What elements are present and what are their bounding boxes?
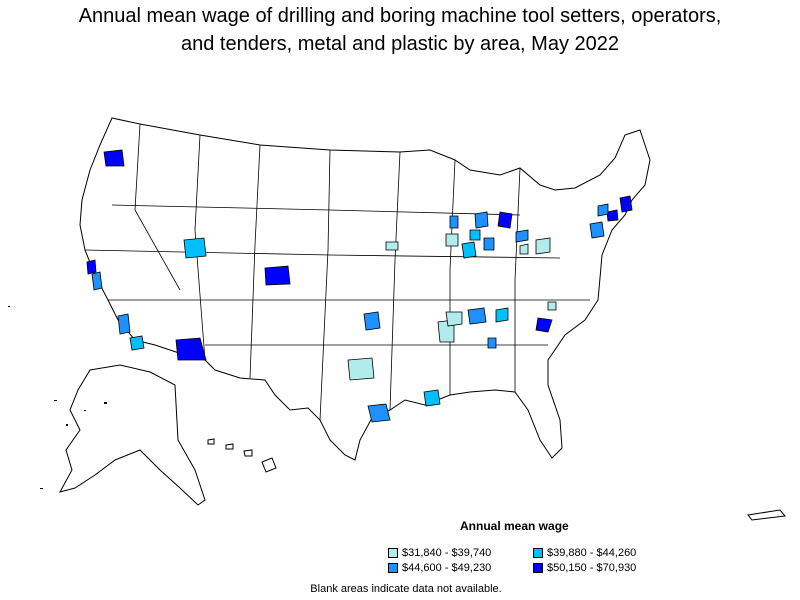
legend-item-band-3: $44,600 - $49,230: [388, 562, 491, 574]
legend-title: Annual mean wage: [460, 519, 569, 533]
legend-item-band-2: $39,880 - $44,260: [533, 547, 636, 559]
legend-label-band-1: $31,840 - $39,740: [402, 547, 492, 559]
area-new-york-nj: [589, 221, 605, 239]
area-san-diego-ca: [129, 335, 145, 351]
area-lincoln-ne: [385, 241, 399, 251]
hawaii-big-island: [261, 457, 277, 473]
area-chattanooga-tn: [487, 337, 497, 349]
area-denver-co: [264, 265, 291, 286]
area-sf-bay-ca: [91, 271, 103, 291]
hawaii-kauai: [207, 438, 215, 445]
area-milwaukee-wi: [497, 211, 513, 229]
area-indianapolis-in: [461, 241, 477, 259]
title-line-1: Annual mean wage of drilling and boring …: [78, 5, 722, 27]
legend-swatch-band-4: [533, 563, 543, 573]
legend-swatch-band-3: [388, 563, 398, 573]
area-salt-lake-ut: [183, 237, 207, 259]
area-erie-pa: [519, 243, 529, 255]
area-greensboro-nc: [535, 317, 553, 333]
area-rockford-il: [449, 215, 459, 229]
area-albany-ny: [597, 203, 609, 217]
area-grand-rapids-mi: [474, 211, 489, 229]
area-boston-ma: [619, 195, 633, 213]
area-houston-tx: [367, 403, 391, 423]
legend-item-band-4: $50,150 - $70,930: [533, 562, 636, 574]
area-new-orleans-la: [423, 389, 441, 407]
legend-swatch-band-2: [533, 548, 543, 558]
area-asheville-nc: [547, 301, 557, 311]
footnote: Blank areas indicate data not available.: [310, 583, 502, 595]
legend-label-band-4: $50,150 - $70,930: [547, 562, 637, 574]
area-nashville-tn: [467, 307, 487, 325]
area-portland-or: [103, 149, 125, 167]
area-tulsa-ok: [363, 311, 381, 331]
alaska-outline: [59, 364, 206, 506]
area-hartford-ct: [606, 209, 619, 222]
legend-label-band-3: $44,600 - $49,230: [402, 562, 492, 574]
map-title: Annual mean wage of drilling and boring …: [0, 2, 800, 58]
puerto-rico-outline: [747, 509, 786, 521]
area-paducah-ky: [445, 311, 463, 327]
area-pittsburgh-pa: [535, 237, 551, 255]
legend-label-band-2: $39,880 - $44,260: [547, 547, 637, 559]
area-fort-wayne-in: [483, 237, 495, 251]
area-south-bend-in: [469, 229, 481, 241]
area-san-jose-ca: [86, 259, 97, 275]
area-dallas-tx: [347, 357, 375, 381]
hawaii-maui: [243, 449, 253, 457]
area-los-angeles-ca: [117, 313, 131, 335]
area-cleveland-oh: [515, 229, 529, 243]
area-peoria-il: [445, 233, 459, 247]
area-tucson-az: [175, 337, 207, 361]
area-knoxville-tn: [495, 307, 509, 323]
legend-swatch-band-1: [388, 548, 398, 558]
island-specks: [8, 306, 107, 489]
hawaii-oahu: [225, 443, 234, 450]
legend-item-band-1: $31,840 - $39,740: [388, 547, 491, 559]
title-line-2: and tenders, metal and plastic by area, …: [180, 33, 620, 55]
